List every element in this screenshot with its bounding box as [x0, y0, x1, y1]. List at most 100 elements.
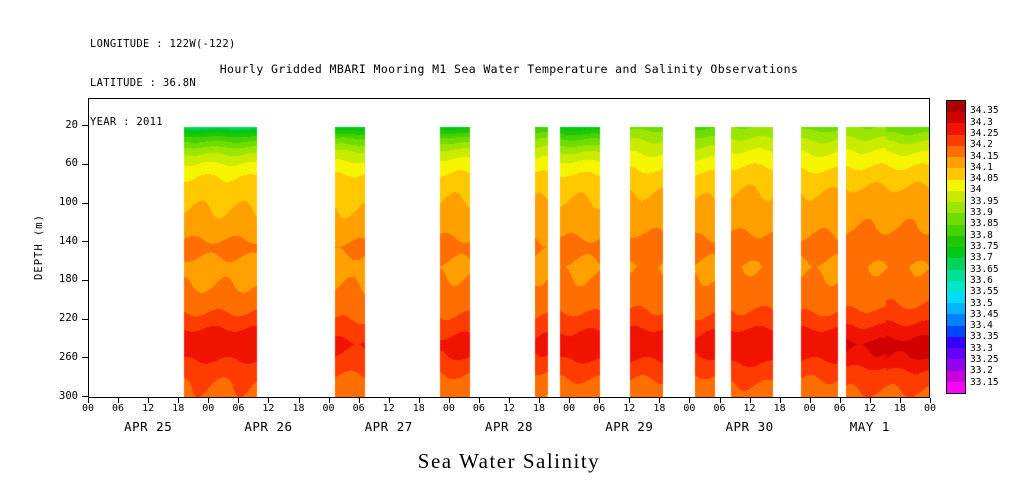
x-tick-mark	[238, 398, 240, 403]
chart-title: Hourly Gridded MBARI Mooring M1 Sea Wate…	[219, 62, 799, 76]
x-tick-mark	[899, 398, 901, 403]
colorbar-cell	[947, 269, 965, 281]
colorbar-tick-label: 34.3	[970, 116, 993, 128]
x-tick-label: 00	[923, 403, 937, 414]
colorbar-cell	[947, 381, 965, 394]
colorbar-cell	[947, 359, 965, 371]
colorbar-tick-label: 34.35	[970, 105, 999, 117]
x-tick-label: 06	[713, 403, 726, 414]
x-tick-mark	[118, 398, 120, 403]
salinity-heatmap-canvas	[89, 99, 929, 397]
colorbar-tick-label: 33.6	[970, 274, 993, 286]
longitude-label: LONGITUDE : 122W(-122)	[90, 38, 236, 50]
x-tick-label: 12	[743, 403, 756, 414]
plot-area	[88, 98, 930, 398]
x-tick-mark	[569, 398, 571, 403]
x-tick-label: 06	[112, 403, 125, 414]
colorbar-cell	[947, 157, 965, 169]
colorbar-tick-label: 33.45	[970, 308, 999, 320]
y-tick-mark	[82, 163, 88, 165]
x-tick-label: 00	[202, 403, 215, 414]
x-tick-mark	[298, 398, 300, 403]
colorbar-cell	[947, 336, 965, 349]
x-tick-label: 06	[833, 403, 846, 414]
colorbar-cell	[947, 134, 965, 146]
y-tick-mark	[82, 241, 88, 243]
x-tick-mark	[448, 398, 450, 403]
colorbar-cell	[947, 325, 965, 337]
colorbar-tick-label: 34.1	[970, 161, 993, 173]
colorbar-cell	[947, 280, 965, 292]
latitude-label: LATITUDE : 36.8N	[90, 77, 196, 89]
colorbar-cell	[947, 348, 965, 360]
x-tick-label: 18	[773, 403, 786, 414]
colorbar-cell	[947, 145, 965, 158]
colorbar-tick-label: 33.7	[970, 252, 993, 264]
x-tick-mark	[328, 398, 330, 403]
x-tick-mark	[509, 398, 510, 403]
colorbar-cell	[947, 314, 965, 326]
x-axis-title: Sea Water Salinity	[417, 449, 601, 473]
x-tick-mark	[930, 398, 931, 403]
colorbar-tick-label: 33.2	[970, 365, 993, 377]
y-tick-mark	[82, 318, 88, 320]
x-tick-mark	[749, 398, 751, 403]
x-tick-mark	[208, 398, 210, 403]
y-tick-label: 220	[59, 312, 78, 325]
x-tick-label: 18	[412, 403, 425, 414]
y-tick-mark	[82, 396, 88, 398]
x-tick-label: 06	[593, 403, 606, 414]
y-tick-mark	[82, 357, 88, 359]
x-tick-label: 00	[81, 403, 95, 414]
colorbar-tick-label: 33.75	[970, 241, 999, 252]
colorbar-cell	[947, 179, 965, 191]
y-tick-label: 140	[59, 234, 78, 247]
colorbar-cell	[947, 258, 965, 270]
colorbar-tick-label: 33.95	[970, 195, 999, 207]
x-tick-label: 18	[533, 403, 546, 414]
colorbar-tick-label: 33.25	[970, 354, 999, 366]
x-tick-mark	[629, 398, 631, 403]
x-tick-mark	[148, 398, 150, 403]
y-tick-label: 180	[59, 273, 78, 286]
colorbar-cell	[947, 303, 965, 315]
colorbar-cell	[947, 123, 965, 135]
colorbar-cell	[947, 235, 965, 248]
y-tick-mark	[82, 279, 88, 281]
colorbar-cell	[947, 370, 965, 382]
colorbar-tick-label: 33.3	[970, 342, 993, 354]
day-label: MAY 1	[849, 419, 890, 434]
colorbar-tick-label: 33.15	[970, 376, 999, 388]
x-tick-label: 18	[172, 403, 185, 414]
day-label: APR 28	[484, 419, 534, 434]
colorbar-tick-label: 33.65	[970, 263, 999, 275]
colorbar-cell	[947, 101, 965, 113]
x-tick-mark	[689, 398, 691, 403]
colorbar-cell	[947, 247, 965, 259]
x-tick-label: 18	[893, 403, 906, 414]
colorbar-tick-label: 33.55	[970, 286, 999, 298]
x-tick-mark	[869, 398, 871, 403]
day-label: APR 30	[725, 419, 774, 434]
colorbar-cell	[947, 112, 965, 124]
colorbar-tick-label: 33.85	[970, 218, 999, 230]
colorbar-cell	[947, 291, 965, 304]
x-tick-label: 12	[382, 403, 395, 414]
x-tick-mark	[268, 398, 270, 403]
colorbar-tick-label: 34.25	[970, 127, 999, 139]
x-tick-mark	[539, 398, 541, 403]
y-tick-label: 60	[65, 157, 78, 170]
colorbar	[946, 100, 966, 394]
colorbar-tick-label: 33.4	[970, 320, 993, 332]
y-tick-label: 260	[59, 350, 78, 363]
colorbar-cell	[947, 202, 965, 214]
x-tick-label: 06	[472, 403, 485, 414]
day-label: APR 29	[605, 419, 654, 434]
colorbar-tick-label: 34.05	[970, 173, 999, 185]
x-tick-label: 18	[292, 403, 305, 414]
x-tick-label: 00	[442, 403, 455, 414]
colorbar-tick-label: 34	[970, 184, 982, 196]
x-tick-mark	[388, 398, 390, 403]
day-label: APR 26	[244, 419, 293, 434]
